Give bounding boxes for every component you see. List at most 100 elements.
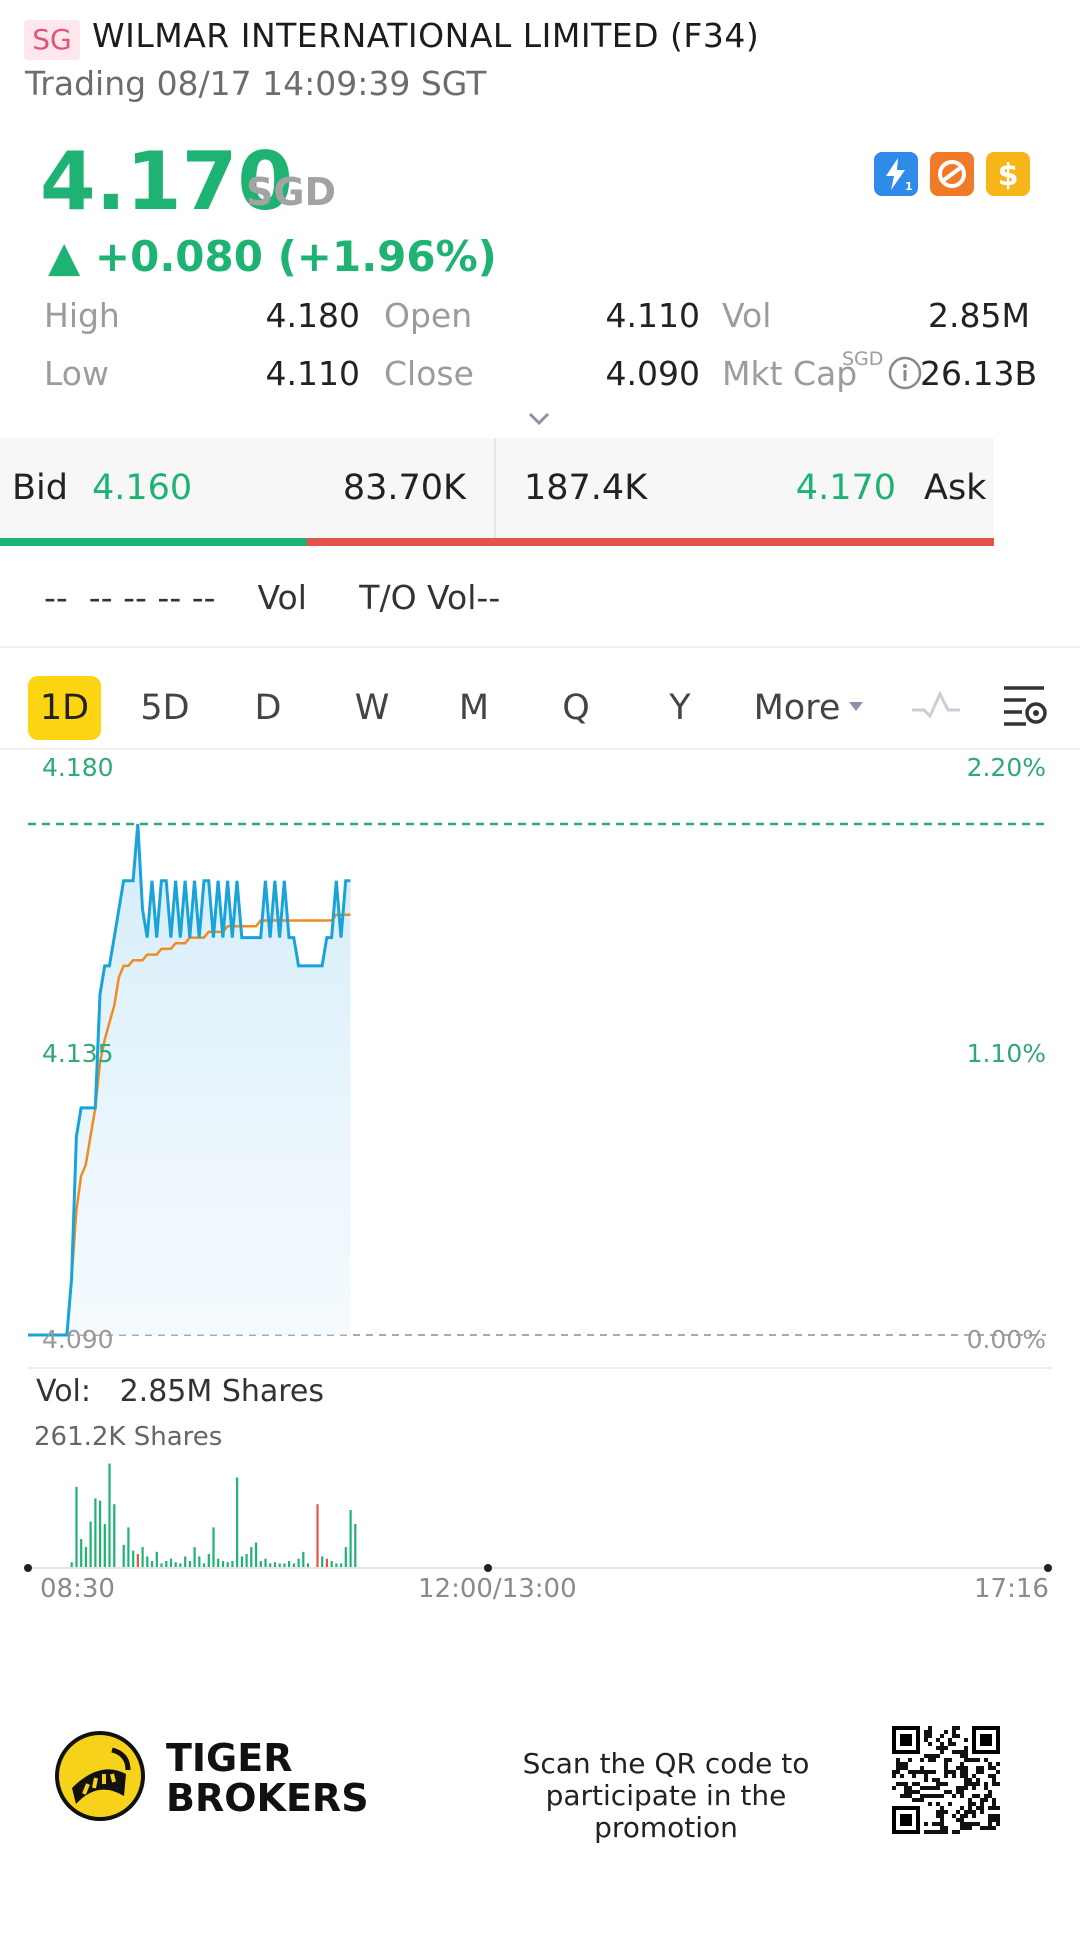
volume-bar bbox=[231, 1561, 234, 1568]
volume-bar bbox=[75, 1486, 78, 1568]
volume-bar bbox=[250, 1547, 253, 1568]
stat-vol-label: Vol bbox=[722, 296, 772, 335]
qr-code-image[interactable] bbox=[892, 1726, 1000, 1834]
volume-bar bbox=[132, 1550, 135, 1568]
stat-high-label: High bbox=[44, 296, 120, 335]
average-price-line bbox=[28, 913, 351, 1337]
stat-open-label: Open bbox=[384, 296, 473, 335]
indicator-line-icon[interactable] bbox=[910, 686, 962, 730]
stat-low-label: Low bbox=[44, 354, 109, 393]
volume-bar bbox=[146, 1556, 149, 1568]
tab-year[interactable]: Y bbox=[669, 688, 691, 728]
x-label-end: 17:16 bbox=[974, 1574, 1049, 1604]
chart-settings-icon[interactable] bbox=[1002, 680, 1050, 732]
stat-vol-value: 2.85M bbox=[928, 296, 1030, 335]
refresh-icon[interactable] bbox=[930, 152, 974, 196]
volume-bar bbox=[306, 1563, 310, 1568]
price-series-layer bbox=[28, 823, 351, 1337]
volume-bar bbox=[70, 1562, 73, 1568]
currency-label: SGD bbox=[246, 170, 337, 214]
stat-mktcap-label: Mkt Cap bbox=[722, 354, 858, 393]
y-right-label-bottom: 0.00% bbox=[967, 1325, 1046, 1354]
stat-low-value: 4.110 bbox=[265, 354, 360, 393]
lightning-icon[interactable]: 1 bbox=[874, 152, 918, 196]
tab-month[interactable]: M bbox=[458, 688, 490, 728]
brand-line-2: BROKERS bbox=[166, 1776, 369, 1820]
tab-more[interactable]: More bbox=[753, 688, 841, 728]
bid-ask-panel bbox=[0, 438, 994, 546]
tab-week[interactable]: W bbox=[354, 688, 390, 728]
stock-title: WILMAR INTERNATIONAL LIMITED (F34) bbox=[92, 16, 760, 55]
volume-max-label: 261.2K Shares bbox=[34, 1422, 223, 1452]
stat-mktcap-value: 26.13B bbox=[920, 354, 1038, 393]
tiger-logo-icon bbox=[54, 1730, 146, 1826]
price-line bbox=[28, 823, 351, 1337]
volume-bar bbox=[169, 1558, 173, 1568]
stat-close-value: 4.090 bbox=[605, 354, 700, 393]
volume-bar bbox=[335, 1563, 338, 1568]
axis-mid-dot bbox=[484, 1564, 492, 1572]
divider bbox=[0, 646, 1080, 648]
trade-summary-row: -- -- -- -- -- Vol T/O Vol-- bbox=[44, 578, 501, 617]
divider bbox=[0, 748, 1080, 750]
caret-down-icon[interactable] bbox=[848, 698, 864, 717]
tab-day[interactable]: D bbox=[254, 688, 282, 728]
volume-bar bbox=[127, 1527, 130, 1568]
volume-bar bbox=[236, 1477, 239, 1568]
price-area-fill bbox=[28, 824, 351, 1335]
promo-text: Scan the QR code to participate in the p… bbox=[522, 1747, 810, 1844]
volume-bar bbox=[240, 1556, 243, 1568]
volume-bar bbox=[165, 1561, 168, 1568]
stat-close-label: Close bbox=[384, 354, 474, 393]
volume-bar bbox=[174, 1562, 177, 1568]
volume-bar bbox=[349, 1510, 352, 1568]
x-label-start: 08:30 bbox=[40, 1574, 115, 1604]
x-label-mid: 12:00/13:00 bbox=[418, 1574, 577, 1604]
volume-bar bbox=[321, 1556, 324, 1568]
tab-5d[interactable]: 5D bbox=[140, 688, 190, 728]
y-right-label-top: 2.20% bbox=[967, 753, 1046, 782]
trading-status: Trading 08/17 14:09:39 SGT bbox=[25, 64, 487, 103]
volume-bar bbox=[151, 1561, 154, 1568]
volume-bar bbox=[80, 1539, 83, 1568]
volume-bar bbox=[184, 1556, 187, 1568]
volume-bar bbox=[264, 1558, 267, 1568]
chevron-down-icon[interactable] bbox=[528, 408, 550, 430]
volume-bar bbox=[283, 1563, 286, 1568]
y-left-label-bottom: 4.090 bbox=[42, 1325, 114, 1354]
volume-bar bbox=[259, 1561, 262, 1568]
volume-bar bbox=[84, 1547, 87, 1568]
ask-size: 187.4K bbox=[524, 468, 648, 508]
bid-ask-divider bbox=[494, 438, 496, 540]
volume-bar bbox=[193, 1547, 196, 1568]
price-change: ▲ +0.080 (+1.96%) bbox=[48, 232, 497, 281]
volume-bar bbox=[340, 1563, 343, 1568]
volume-bar bbox=[94, 1498, 97, 1568]
y-right-label-mid: 1.10% bbox=[967, 1039, 1046, 1068]
volume-bar bbox=[297, 1558, 300, 1568]
tab-1d[interactable]: 1D bbox=[28, 676, 101, 740]
volume-bar bbox=[226, 1562, 229, 1568]
tab-quarter[interactable]: Q bbox=[562, 688, 590, 728]
volume-bar bbox=[207, 1554, 210, 1568]
volume-bar bbox=[136, 1554, 139, 1568]
last-price: 4.170 bbox=[40, 135, 294, 228]
intraday-chart[interactable]: 4.180 4.135 4.090 2.20% 1.10% 0.00% bbox=[0, 740, 1080, 1600]
volume-bar bbox=[292, 1563, 295, 1568]
dollar-icon[interactable]: $ bbox=[986, 152, 1030, 196]
ask-ratio-bar bbox=[307, 538, 994, 546]
volume-bar bbox=[221, 1561, 225, 1568]
y-left-label-mid: 4.135 bbox=[42, 1039, 114, 1068]
info-icon[interactable] bbox=[888, 356, 922, 390]
volume-bar bbox=[255, 1542, 258, 1568]
volume-bar bbox=[155, 1551, 158, 1568]
volume-bar bbox=[99, 1500, 102, 1568]
volume-title: Vol: 2.85M Shares bbox=[36, 1374, 325, 1409]
volume-bar bbox=[122, 1544, 125, 1568]
volume-bar bbox=[273, 1562, 277, 1568]
bid-price: 4.160 bbox=[92, 468, 193, 508]
volume-bar bbox=[113, 1504, 116, 1568]
bid-size: 83.70K bbox=[342, 468, 466, 508]
volume-bar bbox=[89, 1521, 92, 1568]
ask-label: Ask bbox=[924, 468, 987, 508]
